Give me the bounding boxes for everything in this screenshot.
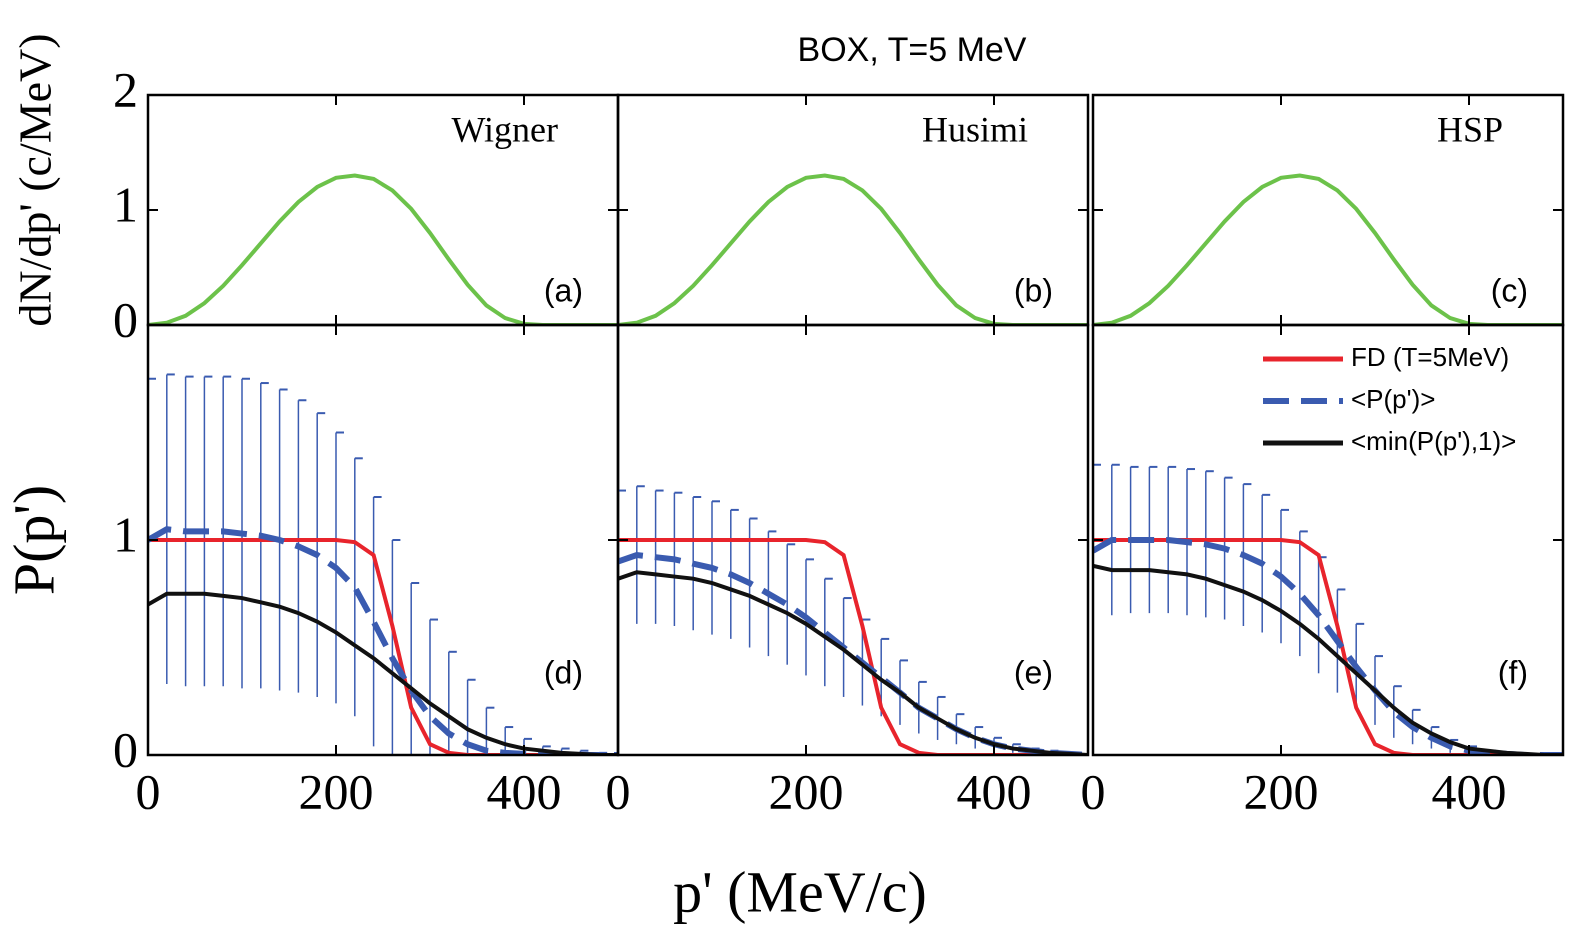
y-tick-label: 0 — [113, 721, 138, 777]
panel-label: (c) — [1491, 272, 1528, 308]
y-tick-label: 0 — [113, 291, 138, 347]
panel-label: (e) — [1014, 654, 1053, 690]
panel-title: Husimi — [922, 109, 1028, 149]
y-axis-label: dN/dp' (c/MeV) — [10, 33, 61, 326]
x-tick-label: 200 — [1244, 763, 1319, 819]
legend-label: <P(p')> — [1351, 384, 1435, 414]
y-tick-label: 1 — [113, 176, 138, 232]
x-tick-label: 200 — [299, 763, 374, 819]
x-tick-label: 0 — [606, 763, 631, 819]
figure-title: BOX, T=5 MeV — [798, 31, 1027, 69]
series-line — [148, 526, 618, 755]
series-line — [618, 570, 1088, 755]
legend-label: <min(P(p'),1)> — [1351, 426, 1516, 456]
series-line — [1093, 563, 1563, 755]
series-line — [618, 538, 1088, 755]
panel-label: (b) — [1014, 272, 1053, 308]
plot-area — [148, 373, 618, 755]
x-tick-label: 400 — [957, 763, 1032, 819]
panel-title: HSP — [1437, 109, 1503, 149]
panel-label: (f) — [1498, 654, 1528, 690]
y-tick-label: 1 — [113, 506, 138, 562]
x-tick-label: 0 — [1081, 763, 1106, 819]
panel-label: (d) — [544, 654, 583, 690]
plot-area — [1093, 463, 1563, 755]
series-line — [1093, 537, 1563, 755]
x-tick-label: 400 — [487, 763, 562, 819]
legend-label: FD (T=5MeV) — [1351, 342, 1509, 372]
series-line — [618, 551, 1088, 755]
x-tick-label: 400 — [1432, 763, 1507, 819]
x-tick-label: 0 — [136, 763, 161, 819]
x-axis-label: p' (MeV/c) — [673, 859, 927, 924]
x-tick-label: 200 — [769, 763, 844, 819]
series-line — [148, 591, 618, 755]
series-line — [148, 538, 618, 755]
panel-title: Wigner — [451, 109, 558, 149]
panel-label: (a) — [544, 272, 583, 308]
plot-area — [618, 485, 1088, 755]
y-tick-label: 2 — [113, 61, 138, 117]
y-axis-label: P(p') — [1, 485, 66, 595]
